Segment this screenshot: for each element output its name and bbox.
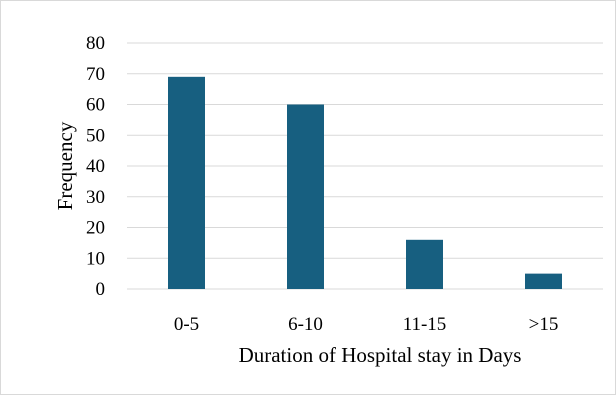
y-tick-labels: 0 10 20 30 40 50 60 70 80	[86, 33, 105, 300]
y-tick-label: 50	[86, 125, 105, 146]
x-tick-label: 0-5	[174, 314, 199, 335]
y-axis-title: Frequency	[53, 121, 77, 210]
x-axis-title: Duration of Hospital stay in Days	[239, 343, 522, 367]
y-tick-label: 0	[96, 279, 106, 300]
bar-0	[168, 76, 205, 289]
x-tick-label: >15	[529, 314, 559, 335]
y-tick-label: 70	[86, 64, 105, 85]
y-tick-label: 40	[86, 156, 105, 177]
bars	[168, 76, 562, 289]
y-tick-label: 30	[86, 187, 105, 208]
bar-1	[287, 104, 324, 289]
y-tick-label: 10	[86, 248, 105, 269]
x-tick-label: 6-10	[288, 314, 323, 335]
bar-2	[406, 239, 443, 289]
y-tick-label: 80	[86, 33, 105, 54]
bar-3	[525, 273, 562, 289]
y-tick-label: 60	[86, 95, 105, 116]
x-tick-labels: 0-5 6-10 11-15 >15	[174, 314, 559, 335]
gridlines	[127, 42, 603, 290]
y-tick-label: 20	[86, 218, 105, 239]
x-tick-label: 11-15	[403, 314, 447, 335]
